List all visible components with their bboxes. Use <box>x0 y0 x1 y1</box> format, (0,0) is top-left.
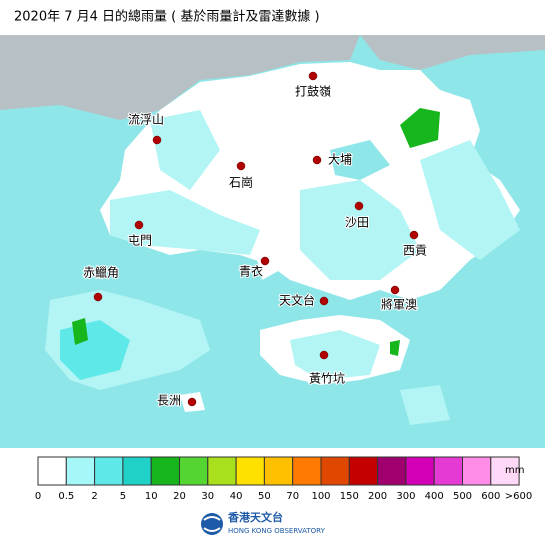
legend-swatch <box>263 456 294 486</box>
legend-swatch <box>94 456 124 486</box>
map-area <box>0 35 545 448</box>
legend-swatch <box>122 456 152 486</box>
station-marker <box>319 350 329 360</box>
legend-swatch <box>150 456 180 486</box>
legend-label: 0 <box>35 491 41 502</box>
station-marker <box>409 230 419 240</box>
station-marker <box>236 161 246 171</box>
station-marker <box>354 201 364 211</box>
place-label: 西貢 <box>403 244 427 258</box>
place-label: 長洲 <box>157 394 181 408</box>
legend-swatch <box>179 456 209 486</box>
legend-swatch <box>377 456 407 486</box>
legend-swatch <box>462 456 492 486</box>
legend-label: 400 <box>425 491 444 502</box>
legend-swatch <box>235 456 265 486</box>
legend-label: 2 <box>91 491 97 502</box>
logo-english: HONG KONG OBSERVATORY <box>228 527 326 535</box>
legend-swatch <box>405 456 435 486</box>
logo-name: 香港天文台 <box>227 510 283 524</box>
place-label: 大埔 <box>328 153 352 167</box>
legend-label: 200 <box>368 491 387 502</box>
legend-swatch <box>348 456 379 486</box>
station-marker <box>134 220 144 230</box>
legend-swatch <box>37 456 67 486</box>
legend-swatch <box>433 456 464 486</box>
legend: 0 0.5 2 5 10 20 30 40 50 70 100 150 200 300 400 500 600 >… <box>35 456 532 502</box>
station-marker <box>319 296 329 306</box>
place-label: 屯門 <box>128 234 152 248</box>
legend-swatch <box>320 456 350 486</box>
legend-label: 30 <box>201 491 214 502</box>
legend-label: 70 <box>286 491 299 502</box>
logo: 香港天文台 HONG KONG OBSERVATORY <box>201 510 326 535</box>
place-label: 赤鱲角 <box>83 266 119 280</box>
legend-label: 50 <box>258 491 271 502</box>
legend-swatch <box>65 456 96 486</box>
legend-label: 150 <box>340 491 359 502</box>
place-label: 天文台 <box>279 293 315 308</box>
legend-label: 300 <box>396 491 415 502</box>
legend-label: 500 <box>453 491 472 502</box>
legend-swatch <box>490 456 520 486</box>
legend-label: 600 <box>481 491 500 502</box>
legend-unit: mm <box>505 465 524 476</box>
station-marker <box>152 135 162 145</box>
place-label: 流浮山 <box>128 113 164 127</box>
legend-label: 0.5 <box>58 491 74 502</box>
station-marker <box>308 71 318 81</box>
title: 2020年 7 月4 日的總雨量 ( 基於雨量計及雷達數據 ) <box>14 9 320 25</box>
legend-label: >600 <box>505 491 532 502</box>
station-marker <box>312 155 322 165</box>
station-marker <box>260 256 270 266</box>
legend-label: 100 <box>311 491 330 502</box>
legend-label: 40 <box>230 491 243 502</box>
place-label: 黃竹坑 <box>309 371 345 386</box>
place-label: 石崗 <box>229 176 253 190</box>
legend-swatch <box>207 456 237 486</box>
legend-swatch <box>292 456 322 486</box>
place-label: 打鼓嶺 <box>295 85 331 99</box>
legend-label: 20 <box>173 491 186 502</box>
place-label: 青衣 <box>239 264 263 279</box>
station-marker <box>390 285 400 295</box>
place-label: 將軍澳 <box>381 297 417 312</box>
legend-label: 10 <box>145 491 158 502</box>
station-marker <box>187 397 197 407</box>
station-marker <box>93 292 103 302</box>
place-label: 沙田 <box>345 216 369 230</box>
legend-label: 5 <box>120 491 126 502</box>
